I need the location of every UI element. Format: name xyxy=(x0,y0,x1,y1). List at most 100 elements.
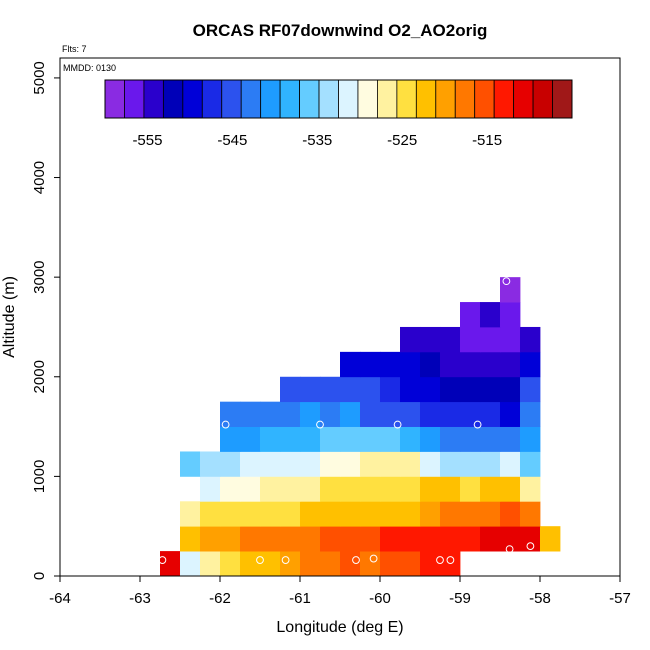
heatmap-cell xyxy=(500,526,521,552)
heatmap-cell xyxy=(500,501,521,527)
heatmap-cell xyxy=(460,326,481,353)
y-tick-label: 4000 xyxy=(31,161,48,194)
heatmap-cell xyxy=(240,451,261,477)
colorbar-swatch xyxy=(162,79,184,119)
heatmap-cell xyxy=(220,451,241,477)
observation-point xyxy=(281,556,290,564)
heatmap-cell xyxy=(280,401,301,427)
colorbar-swatch xyxy=(513,79,534,119)
observation-point xyxy=(158,556,167,564)
colorbar-swatch xyxy=(493,79,515,119)
heatmap-cell xyxy=(520,426,541,452)
heatmap-cell xyxy=(180,451,201,477)
heatmap-cell xyxy=(440,501,461,527)
heatmap-cell xyxy=(280,451,301,477)
heatmap-cell xyxy=(280,551,301,577)
y-tick-label: 1000 xyxy=(31,460,48,493)
observation-points xyxy=(158,277,535,564)
colorbar-swatch xyxy=(474,79,495,119)
heatmap-cell xyxy=(460,501,481,527)
heatmap-cell xyxy=(320,476,341,502)
heatmap-cell xyxy=(300,501,321,527)
heatmap-cell xyxy=(400,551,421,577)
heatmap-cell xyxy=(220,401,241,427)
heatmap-cell xyxy=(320,451,341,477)
colorbar-swatch xyxy=(104,79,125,119)
heatmap-cell xyxy=(520,401,541,427)
heatmap-cell xyxy=(480,426,501,452)
heatmap-cell xyxy=(180,526,201,552)
colorbar-swatch xyxy=(221,79,242,119)
heatmap-cell xyxy=(220,551,241,577)
heatmap-cell xyxy=(240,476,261,502)
heatmap-cell xyxy=(540,526,561,552)
heatmap-cell xyxy=(400,526,421,552)
heatmap-cell xyxy=(180,551,201,577)
heatmap-cell xyxy=(280,426,301,452)
heatmap-cell xyxy=(480,501,501,527)
heatmap-cell xyxy=(420,351,441,378)
heatmap-cell xyxy=(340,451,361,477)
observation-point xyxy=(352,556,360,564)
heatmap-cell xyxy=(400,351,421,378)
colorbar-swatch xyxy=(260,79,281,119)
heatmap-cell xyxy=(180,501,201,527)
heatmap-cell xyxy=(360,351,381,378)
heatmap-cell xyxy=(520,451,541,477)
heatmap-cell xyxy=(500,426,521,452)
heatmap-cell xyxy=(320,401,341,427)
heatmap-cell xyxy=(460,451,481,477)
colorbar-swatch xyxy=(357,79,378,119)
colorbar-swatch xyxy=(396,79,417,119)
colorbar-swatch xyxy=(318,79,339,119)
observation-point xyxy=(473,420,482,429)
heatmap-cell xyxy=(420,401,441,427)
heatmap-cell xyxy=(200,451,221,477)
heatmap-cell xyxy=(320,501,341,527)
heatmap-cell xyxy=(400,376,421,403)
heatmap-cell xyxy=(480,351,501,378)
heatmap-cell xyxy=(340,376,361,403)
heatmap-cell xyxy=(500,476,521,502)
heatmap-cell xyxy=(380,401,401,427)
heatmap-cell xyxy=(500,376,521,403)
heatmap-cell xyxy=(480,326,501,353)
heatmap-cell xyxy=(260,526,281,552)
heatmap-cell xyxy=(440,476,461,502)
heatmap-cell xyxy=(480,476,501,502)
heatmap-cell xyxy=(460,426,481,452)
heatmap-cell xyxy=(260,401,281,427)
heatmap-cell xyxy=(460,302,481,328)
heatmap-cell xyxy=(460,526,481,552)
heatmap-cell xyxy=(500,401,521,427)
x-tick-label: -61 xyxy=(289,590,311,607)
heatmap-cell xyxy=(460,376,481,403)
observation-point xyxy=(505,545,514,554)
heatmap-cell xyxy=(340,426,361,452)
y-tick-label: 3000 xyxy=(31,260,48,293)
heatmap-cell xyxy=(400,476,421,502)
colorbar-swatch xyxy=(143,79,164,119)
colorbar-swatch xyxy=(435,79,456,119)
heatmap-cell xyxy=(500,351,521,378)
heatmap-cell xyxy=(420,501,441,527)
x-tick-label: -63 xyxy=(129,590,151,607)
colorbar-swatch xyxy=(182,79,203,119)
heatmap-cell xyxy=(320,551,341,577)
heatmap-cell xyxy=(360,501,381,527)
colorbar-swatch xyxy=(338,79,359,119)
heatmap-cells xyxy=(160,277,561,577)
colorbar-swatch xyxy=(279,79,300,119)
heatmap-cell xyxy=(300,426,321,452)
x-tick-label: -58 xyxy=(529,590,551,607)
x-axis: -64 -63 -62 -61 -60 -59 -58 -57 xyxy=(49,576,631,607)
heatmap-cell xyxy=(400,501,421,527)
colorbar-tick-label: -535 xyxy=(302,132,332,149)
heatmap-cell xyxy=(240,526,261,552)
heatmap-cell xyxy=(320,526,341,552)
x-axis-label: Longitude (deg E) xyxy=(276,619,403,636)
y-tick-label: 2000 xyxy=(31,360,48,393)
y-axis: 0 1000 2000 3000 4000 5000 xyxy=(31,61,60,580)
heatmap-cell xyxy=(380,526,401,552)
heatmap-cell xyxy=(460,476,481,502)
